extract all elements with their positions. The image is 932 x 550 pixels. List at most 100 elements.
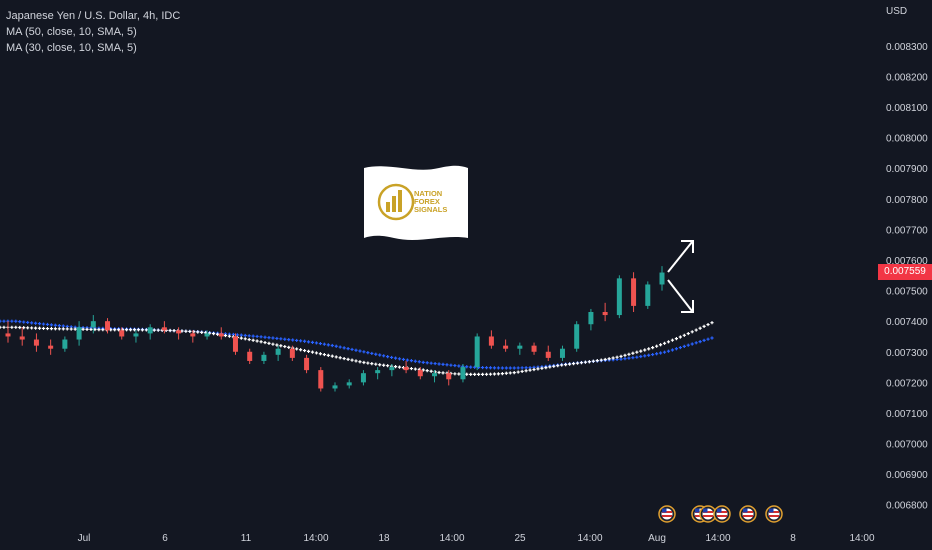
ma50-point [512, 366, 516, 370]
ma-50-legend[interactable]: MA (50, close, 10, SMA, 5) [6, 26, 137, 38]
us-flag-icon[interactable] [739, 505, 757, 523]
ma50-point [690, 342, 694, 346]
chart-legend: Japanese Yen / U.S. Dollar, 4h, IDC MA (… [6, 8, 180, 56]
ma50-point [390, 355, 394, 360]
ma50-point [291, 338, 295, 342]
ma30-point [295, 347, 299, 351]
ma30-point [437, 370, 441, 375]
candle [531, 342, 537, 355]
ma30-point [117, 328, 121, 332]
ma50-point [686, 343, 690, 347]
ma30-point [140, 328, 144, 332]
ma30-point [686, 331, 690, 336]
candle-body [218, 333, 224, 337]
ma30-point [223, 333, 228, 338]
y-tick-label: 0.006800 [886, 501, 928, 512]
y-tick-label: 0.008200 [886, 72, 928, 83]
y-tick-label: 0.008000 [886, 134, 928, 145]
ma30-point [615, 355, 619, 359]
ma30-point [504, 371, 508, 375]
ma30-point [512, 371, 516, 375]
ma30-point [144, 328, 148, 332]
ma50-point [259, 335, 263, 339]
ma50-point [655, 352, 659, 356]
us-flag-icon[interactable] [765, 505, 783, 523]
candle [332, 382, 338, 392]
ma30-point [326, 353, 330, 357]
ma30-point [350, 358, 354, 362]
candle-body [5, 333, 11, 337]
candle [403, 360, 409, 374]
candle [48, 339, 54, 355]
ma50-point [643, 354, 647, 358]
ma30-point [556, 364, 560, 368]
ma30-point [196, 330, 200, 334]
ma50-point [670, 348, 675, 352]
ma30-point [544, 365, 548, 370]
ma30-point [564, 363, 568, 367]
ma30-point [354, 359, 358, 363]
y-tick-label: 0.007400 [886, 317, 928, 328]
candle [232, 333, 238, 355]
ma30-point [651, 346, 655, 350]
y-tick-label: 0.007000 [886, 440, 928, 451]
ma30-point [484, 372, 489, 376]
candle-body [133, 333, 139, 337]
candle [517, 342, 523, 355]
ma30-point [287, 345, 291, 349]
ma30-point [85, 327, 89, 331]
svg-text:FOREX: FOREX [414, 197, 440, 206]
ma30-point [682, 333, 686, 337]
ma50-point [639, 354, 643, 359]
ma30-point [382, 363, 386, 367]
symbol-title[interactable]: Japanese Yen / U.S. Dollar, 4h, IDC [6, 10, 181, 22]
ma50-point [0, 319, 2, 323]
candle [631, 272, 637, 312]
ma50-point [666, 349, 671, 353]
candle-body [204, 333, 210, 337]
candle [432, 370, 438, 383]
ma30-point [156, 328, 160, 332]
ma30-point [255, 339, 259, 343]
candle-body [62, 339, 68, 349]
x-tick-label: 18 [378, 533, 390, 544]
ma30-point [358, 360, 362, 364]
candle [62, 336, 68, 352]
candle-body [645, 284, 651, 306]
us-flag-icon[interactable] [713, 505, 731, 523]
ma30-point [49, 327, 54, 331]
y-tick-label: 0.008300 [886, 42, 928, 53]
ma30-point [607, 357, 611, 361]
ma50-point [306, 340, 311, 344]
ma50-point [433, 361, 437, 366]
ma30-point [540, 366, 544, 370]
candle [545, 345, 551, 361]
ma30-point [208, 331, 212, 335]
time-axis[interactable]: Jul 6 11 14:00 18 14:00 25 14:00 Aug 14:00 8 14:00 [78, 533, 875, 544]
ma50-point [295, 338, 299, 343]
event-markers[interactable] [658, 505, 783, 523]
ma50-point [279, 337, 283, 341]
ma30-point [488, 372, 493, 376]
candle-body [360, 373, 366, 383]
ma50-point [674, 347, 678, 351]
ma30-point [583, 360, 588, 364]
candle-body [289, 348, 295, 358]
candle [460, 364, 466, 383]
us-flag-icon[interactable] [658, 505, 676, 523]
ma30-point [378, 363, 382, 367]
ma30-point [568, 362, 572, 366]
candle-body [474, 336, 480, 368]
ma30-point [318, 352, 322, 356]
ma-30-legend[interactable]: MA (30, close, 10, SMA, 5) [6, 42, 137, 54]
y-tick-label: 0.006900 [886, 470, 928, 481]
ma30-point [496, 372, 500, 376]
ma50-point [441, 362, 445, 366]
candle-body [389, 367, 395, 371]
us-flag-icon[interactable] [699, 505, 717, 523]
price-axis[interactable]: 0.008300 0.008200 0.008100 0.008000 0.007900… [886, 42, 928, 512]
ma50-point [623, 357, 627, 361]
ma30-point [97, 327, 101, 332]
ma30-point [453, 372, 457, 376]
